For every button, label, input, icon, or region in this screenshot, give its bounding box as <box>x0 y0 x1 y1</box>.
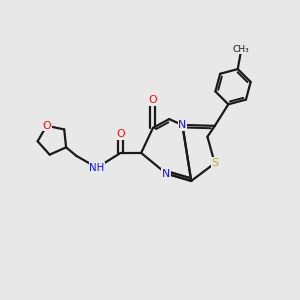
Text: NH: NH <box>89 163 105 173</box>
Text: O: O <box>148 95 157 105</box>
Text: CH₃: CH₃ <box>233 45 250 54</box>
Text: S: S <box>211 158 218 168</box>
Text: N: N <box>178 120 187 130</box>
Text: N: N <box>162 169 170 178</box>
Text: O: O <box>116 129 125 139</box>
Text: O: O <box>42 121 51 131</box>
